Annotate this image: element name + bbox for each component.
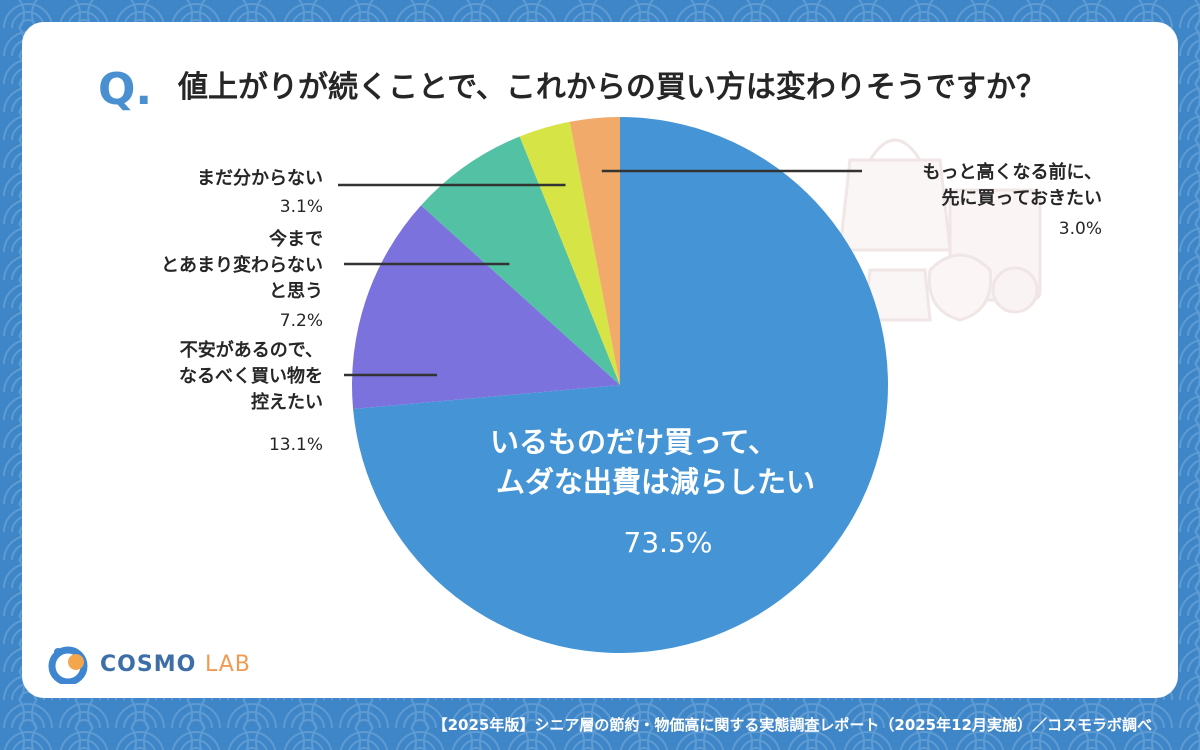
slice-label-2-line-2: と思う [269, 281, 323, 302]
slice-label-1-line-2: 控えたい [251, 391, 323, 413]
logo-wordmark: COSMO LAB [100, 652, 251, 677]
slice-value-0: 73.5% [624, 526, 713, 559]
slice-label-3-line-0: まだ分からない [197, 168, 323, 189]
slice-value-1: 13.1% [269, 435, 323, 455]
footer-source: 【2025年版】シニア層の節約・物価高に関する実態調査レポート（2025年12月… [432, 716, 1152, 734]
question-mark: Q. [98, 64, 153, 115]
slice-label-4-line-1: 先に買っておきたい [941, 187, 1102, 209]
logo-name: COSMO [100, 652, 197, 677]
pie-slice-4 [569, 117, 620, 385]
pie-slice-3 [519, 121, 620, 385]
cosmo-lab-logo-icon [48, 646, 88, 684]
question-title: 値上がりが続くことで、これからの買い方は変わりそうですか？ [178, 70, 1046, 105]
shopping-illustration [838, 138, 1042, 322]
pie-slice-0 [353, 117, 888, 654]
slice-label-0-line-1: ムダな出費は減らしたい [496, 465, 815, 499]
pie-slice-1 [351, 205, 620, 409]
slice-label-1-line-0: 不安があるので、 [180, 339, 323, 361]
slice-label-1-line-1: なるべく買い物を [179, 365, 323, 387]
slice-value-2: 7.2% [280, 311, 323, 331]
pie-slice-2 [421, 136, 620, 385]
slice-value-4: 3.0% [1059, 219, 1102, 239]
slice-value-3: 3.1% [280, 197, 323, 217]
slice-label-0-line-0: いるものだけ買って、 [490, 425, 777, 459]
slice-label-2-line-0: 今まで [269, 228, 323, 250]
slice-label-4-line-0: もっと高くなる前に、 [923, 161, 1102, 183]
logo-suffix: LAB [204, 652, 251, 677]
slice-label-2-line-1: とあまり変わらない [161, 254, 323, 276]
